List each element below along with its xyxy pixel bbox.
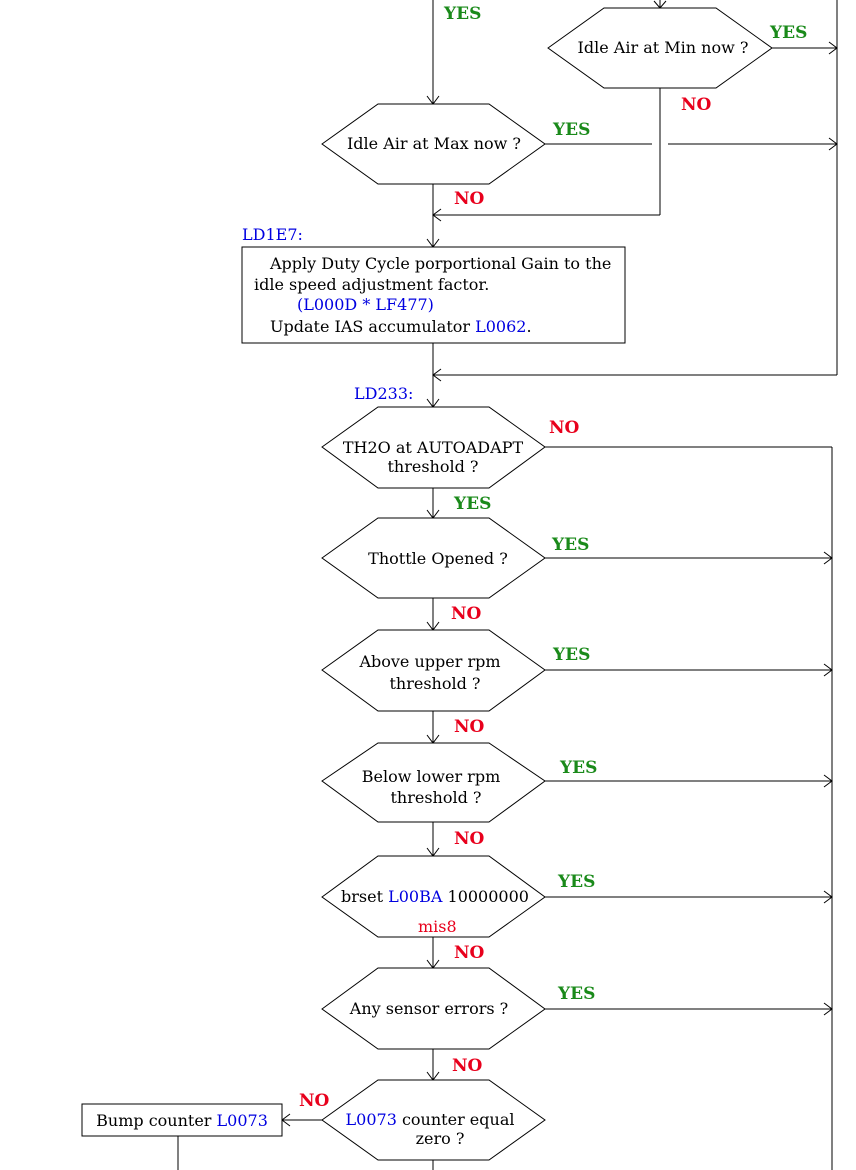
decision-upper-rpm: Above upper rpm threshold ?	[321, 629, 546, 712]
no-label: NO	[454, 189, 485, 209]
decision-counter-zero: L0073 counter equal zero ?	[321, 1079, 546, 1161]
decision-text: Idle Air at Min now ?	[578, 38, 749, 57]
yes-label: YES	[769, 23, 807, 43]
decision-brset: brset L00BA 10000000	[321, 855, 546, 938]
decision-text: Idle Air at Max now ?	[347, 134, 521, 153]
decision-text: L0073 counter equal	[346, 1110, 515, 1129]
yes-label: YES	[453, 494, 491, 514]
no-label: NO	[454, 717, 485, 737]
no-label: NO	[454, 829, 485, 849]
process-text: Bump counter L0073	[96, 1111, 268, 1130]
no-label: NO	[299, 1091, 330, 1111]
yes-label: YES	[443, 4, 481, 24]
no-label: NO	[454, 943, 485, 963]
decision-text: threshold ?	[387, 457, 478, 476]
address-label-ld1e7: LD1E7:	[242, 225, 303, 244]
no-label: NO	[452, 1056, 483, 1076]
yes-label: YES	[557, 984, 595, 1004]
decision-text: Above upper rpm	[358, 652, 500, 671]
yes-label: YES	[557, 872, 595, 892]
decision-text: Below lower rpm	[362, 767, 500, 786]
decision-throttle-opened: Thottle Opened ?	[321, 517, 546, 599]
process-formula: (L000D * LF477)	[297, 295, 434, 314]
yes-label: YES	[552, 120, 590, 140]
no-label: NO	[549, 418, 580, 438]
decision-text: brset L00BA 10000000	[341, 887, 529, 906]
decision-note-mis8: mis8	[418, 917, 457, 936]
process-bump-counter: Bump counter L0073	[81, 1103, 283, 1137]
process-line: Update IAS accumulator L0062.	[270, 317, 532, 336]
address-label-ld233: LD233:	[354, 384, 413, 403]
decision-text: threshold ?	[390, 788, 481, 807]
decision-text: Thottle Opened ?	[368, 549, 508, 568]
decision-text: zero ?	[416, 1129, 465, 1148]
decision-text: threshold ?	[389, 674, 480, 693]
process-line: Apply Duty Cycle porportional Gain to th…	[269, 254, 611, 273]
no-label: NO	[451, 604, 482, 624]
decision-text: TH2O at AUTOADAPT	[343, 438, 524, 457]
decision-idle-air-min: Idle Air at Min now ?	[547, 7, 773, 89]
yes-label: YES	[559, 758, 597, 778]
no-label: NO	[681, 95, 712, 115]
process-apply-gain: Apply Duty Cycle porportional Gain to th…	[241, 246, 626, 344]
yes-label: YES	[552, 645, 590, 665]
decision-th2o-autoadapt: TH2O at AUTOADAPT threshold ?	[321, 406, 546, 489]
yes-label: YES	[551, 535, 589, 555]
decision-idle-air-max: Idle Air at Max now ?	[321, 103, 546, 185]
decision-lower-rpm: Below lower rpm threshold ?	[321, 742, 546, 823]
decision-sensor-errors: Any sensor errors ?	[321, 967, 546, 1050]
process-line: idle speed adjustment factor.	[254, 275, 489, 294]
connectors	[177, 0, 838, 1170]
decision-text: Any sensor errors ?	[349, 999, 508, 1018]
